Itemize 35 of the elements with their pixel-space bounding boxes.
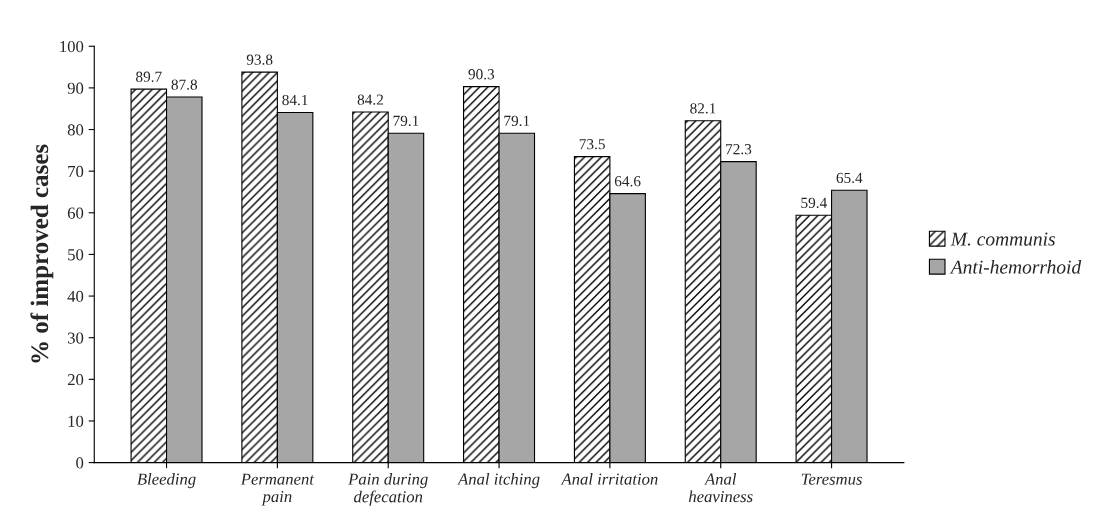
data-label: 82.1 xyxy=(690,103,716,114)
data-label: 64.6 xyxy=(614,176,641,187)
x-tick-label: Bleeding xyxy=(137,473,196,489)
y-tick-label: 90 xyxy=(67,82,84,94)
y-tick-label: 0 xyxy=(76,457,84,469)
y-tick-label: 20 xyxy=(67,374,84,386)
y-axis-title: % of improved cases xyxy=(30,144,54,363)
y-tick-label: 80 xyxy=(67,124,84,136)
y-tick-label: 10 xyxy=(68,415,84,427)
y-tick-label: 60 xyxy=(67,207,84,219)
x-tick-label: Anal heaviness xyxy=(688,473,753,503)
y-tick-label: 70 xyxy=(68,165,84,178)
data-label: 84.1 xyxy=(282,94,308,106)
x-tick-label: Anal itching xyxy=(457,473,540,489)
data-label: 72.3 xyxy=(726,144,752,155)
data-label: 90.3 xyxy=(468,69,495,80)
data-label: 84.2 xyxy=(357,94,383,105)
data-label: 59.4 xyxy=(801,197,827,209)
x-tick-label: Teresmus xyxy=(801,473,862,485)
y-tick-label: 30 xyxy=(67,332,84,344)
data-label: 79.1 xyxy=(393,115,419,127)
x-tick-label: Anal irritation xyxy=(560,473,658,485)
y-tick-label: 100 xyxy=(60,40,84,53)
data-label: 89.7 xyxy=(136,71,162,82)
data-label: 93.8 xyxy=(246,54,273,65)
legend-label: Anti-hemorrhoid xyxy=(949,259,1082,274)
y-tick-label: 40 xyxy=(67,290,84,303)
y-tick-label: 50 xyxy=(68,249,84,261)
legend-label: M. communis xyxy=(950,232,1055,246)
data-label: 87.8 xyxy=(171,79,198,90)
data-label: 79.1 xyxy=(504,115,530,127)
x-tick-label: Pain during defecation xyxy=(348,473,428,506)
x-tick-label: Permanent pain xyxy=(240,473,315,506)
data-label: 65.4 xyxy=(836,172,863,184)
data-label: 73.5 xyxy=(579,139,605,150)
